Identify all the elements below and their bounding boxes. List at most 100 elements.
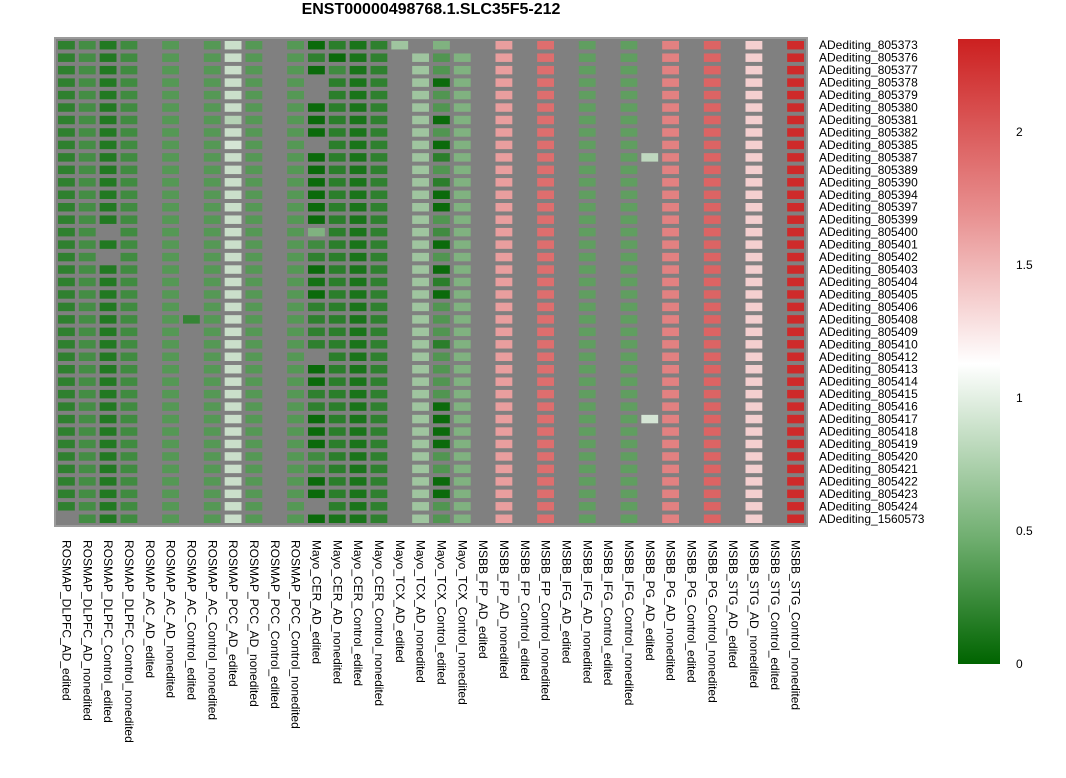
heatmap-cell [224, 352, 242, 361]
heatmap-cell [183, 140, 200, 150]
heatmap-cell [641, 365, 659, 374]
column-label: ROSMAP_PCC_AD_nonedited [247, 540, 261, 707]
heatmap-cell [641, 65, 659, 75]
heatmap-cell [162, 140, 179, 150]
heatmap-cell [99, 65, 117, 75]
heatmap-cell [495, 78, 513, 87]
row-label: ADediting_805420 [819, 449, 918, 463]
heatmap-cell [578, 327, 596, 337]
heatmap-cell [516, 227, 534, 237]
heatmap-cell [308, 190, 325, 199]
heatmap-cell [558, 65, 575, 75]
heatmap-cell [370, 302, 388, 312]
heatmap-cell [703, 190, 721, 199]
heatmap-cell [183, 90, 200, 100]
row-label: ADediting_805409 [819, 325, 918, 339]
heatmap-cell [162, 240, 179, 249]
heatmap-cell [495, 165, 513, 175]
heatmap-cell [224, 103, 242, 112]
heatmap-cell [224, 203, 242, 212]
heatmap-cell [287, 352, 304, 361]
heatmap-cell [433, 78, 450, 87]
heatmap-cell [308, 315, 325, 324]
heatmap-cell [766, 377, 784, 386]
heatmap-cell [787, 452, 804, 461]
heatmap-cell [224, 377, 242, 386]
heatmap-cell [203, 427, 221, 436]
heatmap-cell [141, 327, 159, 337]
heatmap-cell [78, 452, 96, 461]
heatmap-cell [412, 215, 429, 224]
heatmap-cell [78, 402, 96, 411]
column-label: MSBB_IFG_Control_nonedited [622, 540, 636, 705]
heatmap-cell [787, 290, 804, 299]
heatmap-cell [308, 340, 325, 349]
heatmap-cell [266, 252, 284, 262]
heatmap-cell [495, 252, 513, 262]
heatmap-cell [703, 452, 721, 461]
heatmap-cell [308, 290, 325, 299]
heatmap-cell [578, 203, 596, 212]
row-label: ADediting_1560573 [819, 512, 925, 526]
heatmap-cell [662, 128, 679, 137]
heatmap-cell [662, 340, 679, 349]
heatmap-border [54, 37, 808, 527]
heatmap-cell [58, 489, 75, 499]
heatmap-cell [120, 352, 138, 361]
heatmap-cell [245, 340, 263, 349]
heatmap-cell [641, 514, 659, 523]
heatmap-cell [224, 178, 242, 187]
heatmap-cell [99, 78, 117, 87]
heatmap-cell [287, 65, 304, 75]
heatmap-cell [328, 315, 346, 324]
heatmap-cell [412, 414, 429, 424]
heatmap-cell [349, 252, 367, 262]
heatmap-cell [287, 140, 304, 150]
heatmap-cell [203, 315, 221, 324]
heatmap-cell [516, 452, 534, 461]
heatmap-cell [412, 439, 429, 449]
heatmap-cell [537, 227, 554, 237]
heatmap-cell [453, 265, 471, 274]
heatmap-cell [58, 464, 75, 474]
heatmap-cell [203, 477, 221, 486]
heatmap-cell [703, 477, 721, 486]
heatmap-cell [391, 439, 409, 449]
heatmap-cell [641, 41, 659, 50]
heatmap-cell [724, 452, 742, 461]
heatmap-cell [516, 252, 534, 262]
heatmap-cell [599, 502, 617, 511]
heatmap-cell [433, 153, 450, 162]
heatmap-cell [703, 128, 721, 137]
heatmap-cell [120, 452, 138, 461]
heatmap-cell [683, 514, 700, 523]
heatmap-cell [245, 240, 263, 249]
heatmap-cell [537, 178, 554, 187]
heatmap-cell [245, 352, 263, 361]
heatmap-cell [766, 340, 784, 349]
column-label: MSBB_IFG_AD_nonedited [580, 540, 594, 683]
heatmap-cell [453, 203, 471, 212]
heatmap-cell [203, 489, 221, 499]
heatmap-cell [391, 265, 409, 274]
heatmap-cell [766, 477, 784, 486]
heatmap-cell [495, 265, 513, 274]
heatmap-cell [412, 464, 429, 474]
heatmap-cell [120, 439, 138, 449]
heatmap-cell [203, 302, 221, 312]
heatmap-cell [370, 78, 388, 87]
column-label: MSBB_IFG_AD_edited [559, 540, 573, 663]
heatmap-cell [662, 439, 679, 449]
heatmap-cell [391, 352, 409, 361]
row-label: ADediting_805417 [819, 412, 918, 426]
heatmap-cell [620, 477, 638, 486]
heatmap-cell [120, 514, 138, 523]
heatmap-cell [141, 265, 159, 274]
heatmap-cell [78, 352, 96, 361]
heatmap-cell [99, 302, 117, 312]
heatmap-cell [787, 190, 804, 199]
heatmap-cell [412, 514, 429, 523]
heatmap-cell [287, 514, 304, 523]
heatmap-cell [474, 340, 492, 349]
heatmap-cell [349, 327, 367, 337]
